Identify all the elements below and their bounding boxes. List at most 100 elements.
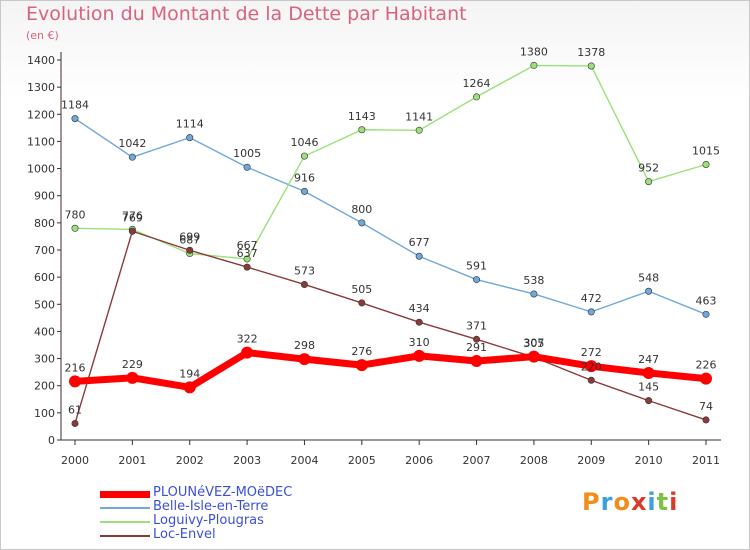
series-line: [74, 230, 707, 424]
data-point: [527, 350, 540, 363]
data-label: 322: [237, 333, 258, 346]
legend-swatch: [100, 507, 150, 509]
x-tick-label: 2004: [290, 454, 318, 467]
data-label: 229: [122, 358, 143, 371]
y-tick-label: 500: [34, 298, 55, 311]
data-label: 472: [581, 292, 602, 305]
series-lines: [69, 61, 712, 427]
data-point: [358, 126, 366, 134]
data-label: 434: [409, 302, 430, 315]
y-tick-label: 300: [34, 353, 55, 366]
data-point: [702, 416, 710, 424]
data-label: 800: [351, 203, 372, 216]
data-label: 952: [638, 162, 659, 175]
data-label: 1114: [176, 118, 204, 131]
data-label: 538: [523, 274, 544, 287]
x-tick-label: 2001: [118, 454, 146, 467]
data-label: 1005: [233, 147, 261, 160]
series-line: [74, 349, 707, 391]
data-label: 310: [409, 336, 430, 349]
data-label: 780: [65, 208, 86, 221]
data-point: [186, 246, 194, 254]
series-line: [74, 118, 707, 315]
x-tick-label: 2007: [463, 454, 491, 467]
y-tick-label: 1100: [27, 135, 55, 148]
data-point: [470, 355, 483, 368]
data-point: [358, 299, 366, 307]
data-point: [413, 349, 426, 362]
y-tick-label: 100: [34, 407, 55, 420]
legend-swatch: [100, 521, 150, 523]
x-tick-label: 2000: [61, 454, 89, 467]
data-label: 1046: [290, 136, 318, 149]
data-label: 687: [179, 234, 200, 247]
x-tick-label: 2010: [635, 454, 663, 467]
data-label: 699: [179, 230, 200, 243]
x-tick-label: 2002: [176, 454, 204, 467]
data-point: [645, 287, 653, 295]
data-label: 1015: [692, 145, 720, 158]
y-tick-label: 200: [34, 380, 55, 393]
data-label: 1264: [463, 77, 491, 90]
data-label: 1184: [61, 99, 89, 112]
data-point: [642, 366, 655, 379]
data-point: [415, 318, 423, 326]
proxiti-logo: Proxiti: [582, 488, 679, 516]
data-point: [530, 290, 538, 298]
data-label: 291: [466, 341, 487, 354]
data-point: [69, 375, 81, 388]
data-point: [186, 134, 194, 142]
y-tick-label: 700: [34, 244, 55, 257]
data-point: [473, 93, 481, 101]
data-point: [645, 178, 653, 186]
x-tick-label: 2006: [405, 454, 433, 467]
y-tick-label: 400: [34, 325, 55, 338]
chart-axes: 0 100 200 300 400 500 600 700 800 900 1000 1100 1200…: [27, 52, 721, 467]
data-point: [473, 335, 481, 343]
data-point: [126, 371, 139, 384]
data-point: [300, 280, 308, 288]
data-point: [183, 381, 196, 394]
y-tick-label: 800: [34, 217, 55, 230]
data-label: 307: [523, 337, 544, 350]
y-tick-label: 1400: [27, 54, 55, 67]
data-label: 573: [294, 264, 315, 277]
legend-label: Loc-Envel: [153, 527, 216, 542]
y-tick-label: 1300: [27, 81, 55, 94]
data-point: [128, 153, 136, 161]
data-point: [355, 359, 368, 372]
data-point: [702, 310, 710, 318]
chart-unit: (en €): [26, 29, 59, 42]
legend-label: Belle-Isle-en-Terre: [153, 499, 269, 514]
x-tick-label: 2003: [233, 454, 261, 467]
data-label: 74: [699, 400, 713, 413]
data-label: 677: [409, 236, 430, 249]
data-point: [415, 126, 423, 134]
y-tick-label: 600: [34, 271, 55, 284]
data-point: [530, 61, 538, 69]
data-label: 916: [294, 171, 315, 184]
x-tick-label: 2008: [520, 454, 548, 467]
data-label: 216: [65, 361, 86, 374]
data-label: 298: [294, 339, 315, 352]
data-label: 769: [122, 211, 143, 224]
data-point: [243, 163, 251, 171]
data-point: [71, 115, 79, 123]
data-point: [243, 255, 251, 263]
x-tick-label: 2005: [348, 454, 376, 467]
data-label: 667: [237, 239, 258, 252]
data-point: [71, 224, 79, 232]
data-label: 276: [351, 345, 372, 358]
data-label: 272: [581, 346, 602, 359]
x-tick-label: 2011: [692, 454, 720, 467]
y-tick-label: 900: [34, 190, 55, 203]
data-label: 247: [638, 353, 659, 366]
data-point: [298, 353, 311, 366]
data-label: 548: [638, 271, 659, 284]
data-point: [241, 346, 254, 359]
data-point: [358, 219, 366, 227]
data-label: 1143: [348, 110, 376, 123]
data-point: [645, 397, 653, 405]
data-label: 145: [638, 381, 659, 394]
